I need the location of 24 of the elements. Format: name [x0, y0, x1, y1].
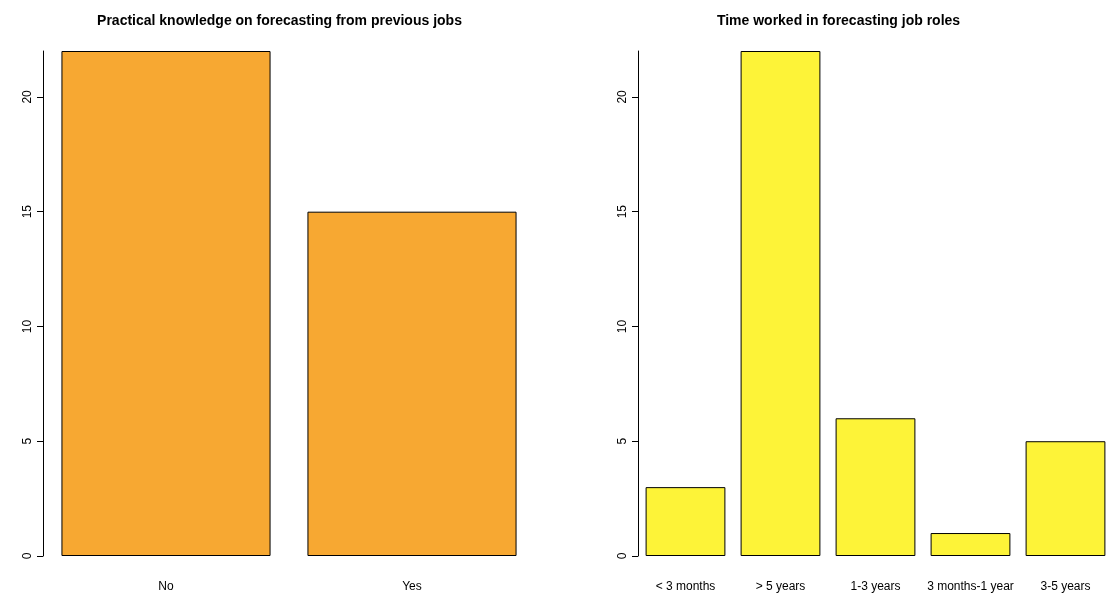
y-tick-label: 10: [20, 319, 34, 334]
y-tick-label: 5: [615, 437, 629, 445]
bar: [930, 533, 1011, 556]
x-tick-label: > 5 years: [755, 579, 806, 593]
bar: [645, 487, 726, 556]
y-tick-label: 0: [615, 552, 629, 560]
x-tick-label: No: [158, 579, 174, 593]
y-tick-label: 5: [20, 437, 34, 445]
y-tick-label: 0: [20, 552, 34, 560]
bar: [835, 418, 916, 556]
y-tick-label: 15: [615, 204, 629, 219]
x-tick-label: Yes: [402, 579, 422, 593]
x-tick-label: 3 months-1 year: [927, 579, 1014, 593]
y-tick-label: 20: [20, 89, 34, 104]
chart-title: Time worked in forecasting job roles: [716, 12, 961, 28]
x-tick-label: 1-3 years: [850, 579, 901, 593]
x-tick-label: < 3 months: [655, 579, 716, 593]
chart-title: Practical knowledge on forecasting from previous jobs: [97, 12, 463, 28]
x-tick-label: 3-5 years: [1040, 579, 1091, 593]
y-tick-label: 10: [615, 319, 629, 334]
bar: [740, 51, 821, 556]
y-tick-label: 15: [20, 204, 34, 219]
bar: [1025, 441, 1106, 556]
y-tick-label: 20: [615, 89, 629, 104]
